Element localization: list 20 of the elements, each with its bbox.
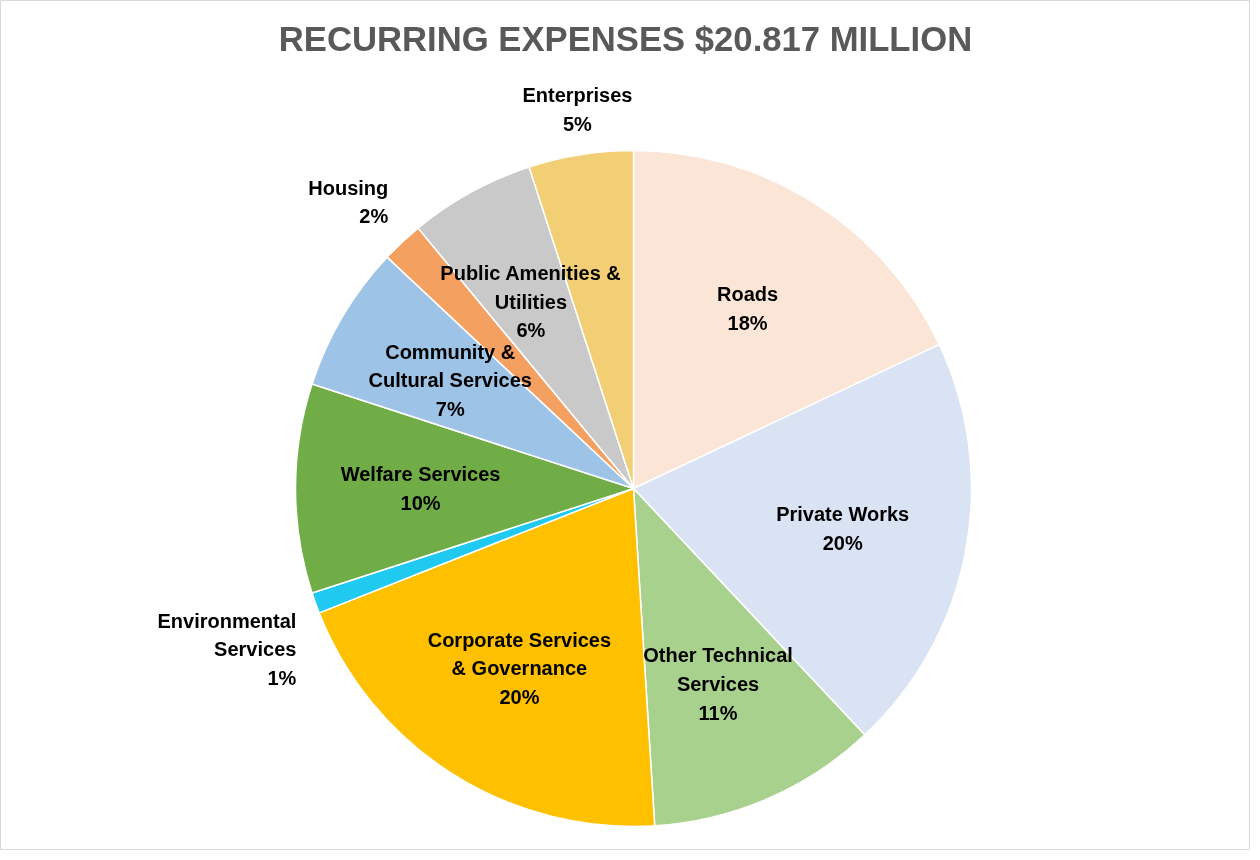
data-label: 10% [400, 491, 441, 514]
slice-label: Housing [308, 176, 389, 199]
data-label: 20% [499, 685, 540, 708]
data-label: 18% [727, 312, 768, 335]
slice-label: Enterprises [522, 84, 633, 107]
slice-label: Private Works [776, 503, 910, 526]
slice-label: Environmental Services [157, 609, 297, 661]
data-label: 1% [267, 667, 297, 690]
data-label: 11% [698, 701, 738, 724]
data-label: 5% [563, 112, 593, 135]
slice-label: Other Technical Services [643, 644, 793, 695]
data-label: 2% [359, 205, 389, 228]
data-label: 6% [516, 319, 546, 342]
chart-title: RECURRING EXPENSES $20.817 MILLION [278, 19, 973, 58]
data-label: 7% [435, 397, 465, 420]
slice-label: Public Amenities & Utilities [440, 262, 621, 313]
slice-label: Corporate Services & Governance [427, 628, 612, 680]
data-label: 20% [822, 531, 863, 554]
slice-label: Welfare Services [340, 463, 501, 486]
slice-label: Roads [717, 283, 779, 306]
